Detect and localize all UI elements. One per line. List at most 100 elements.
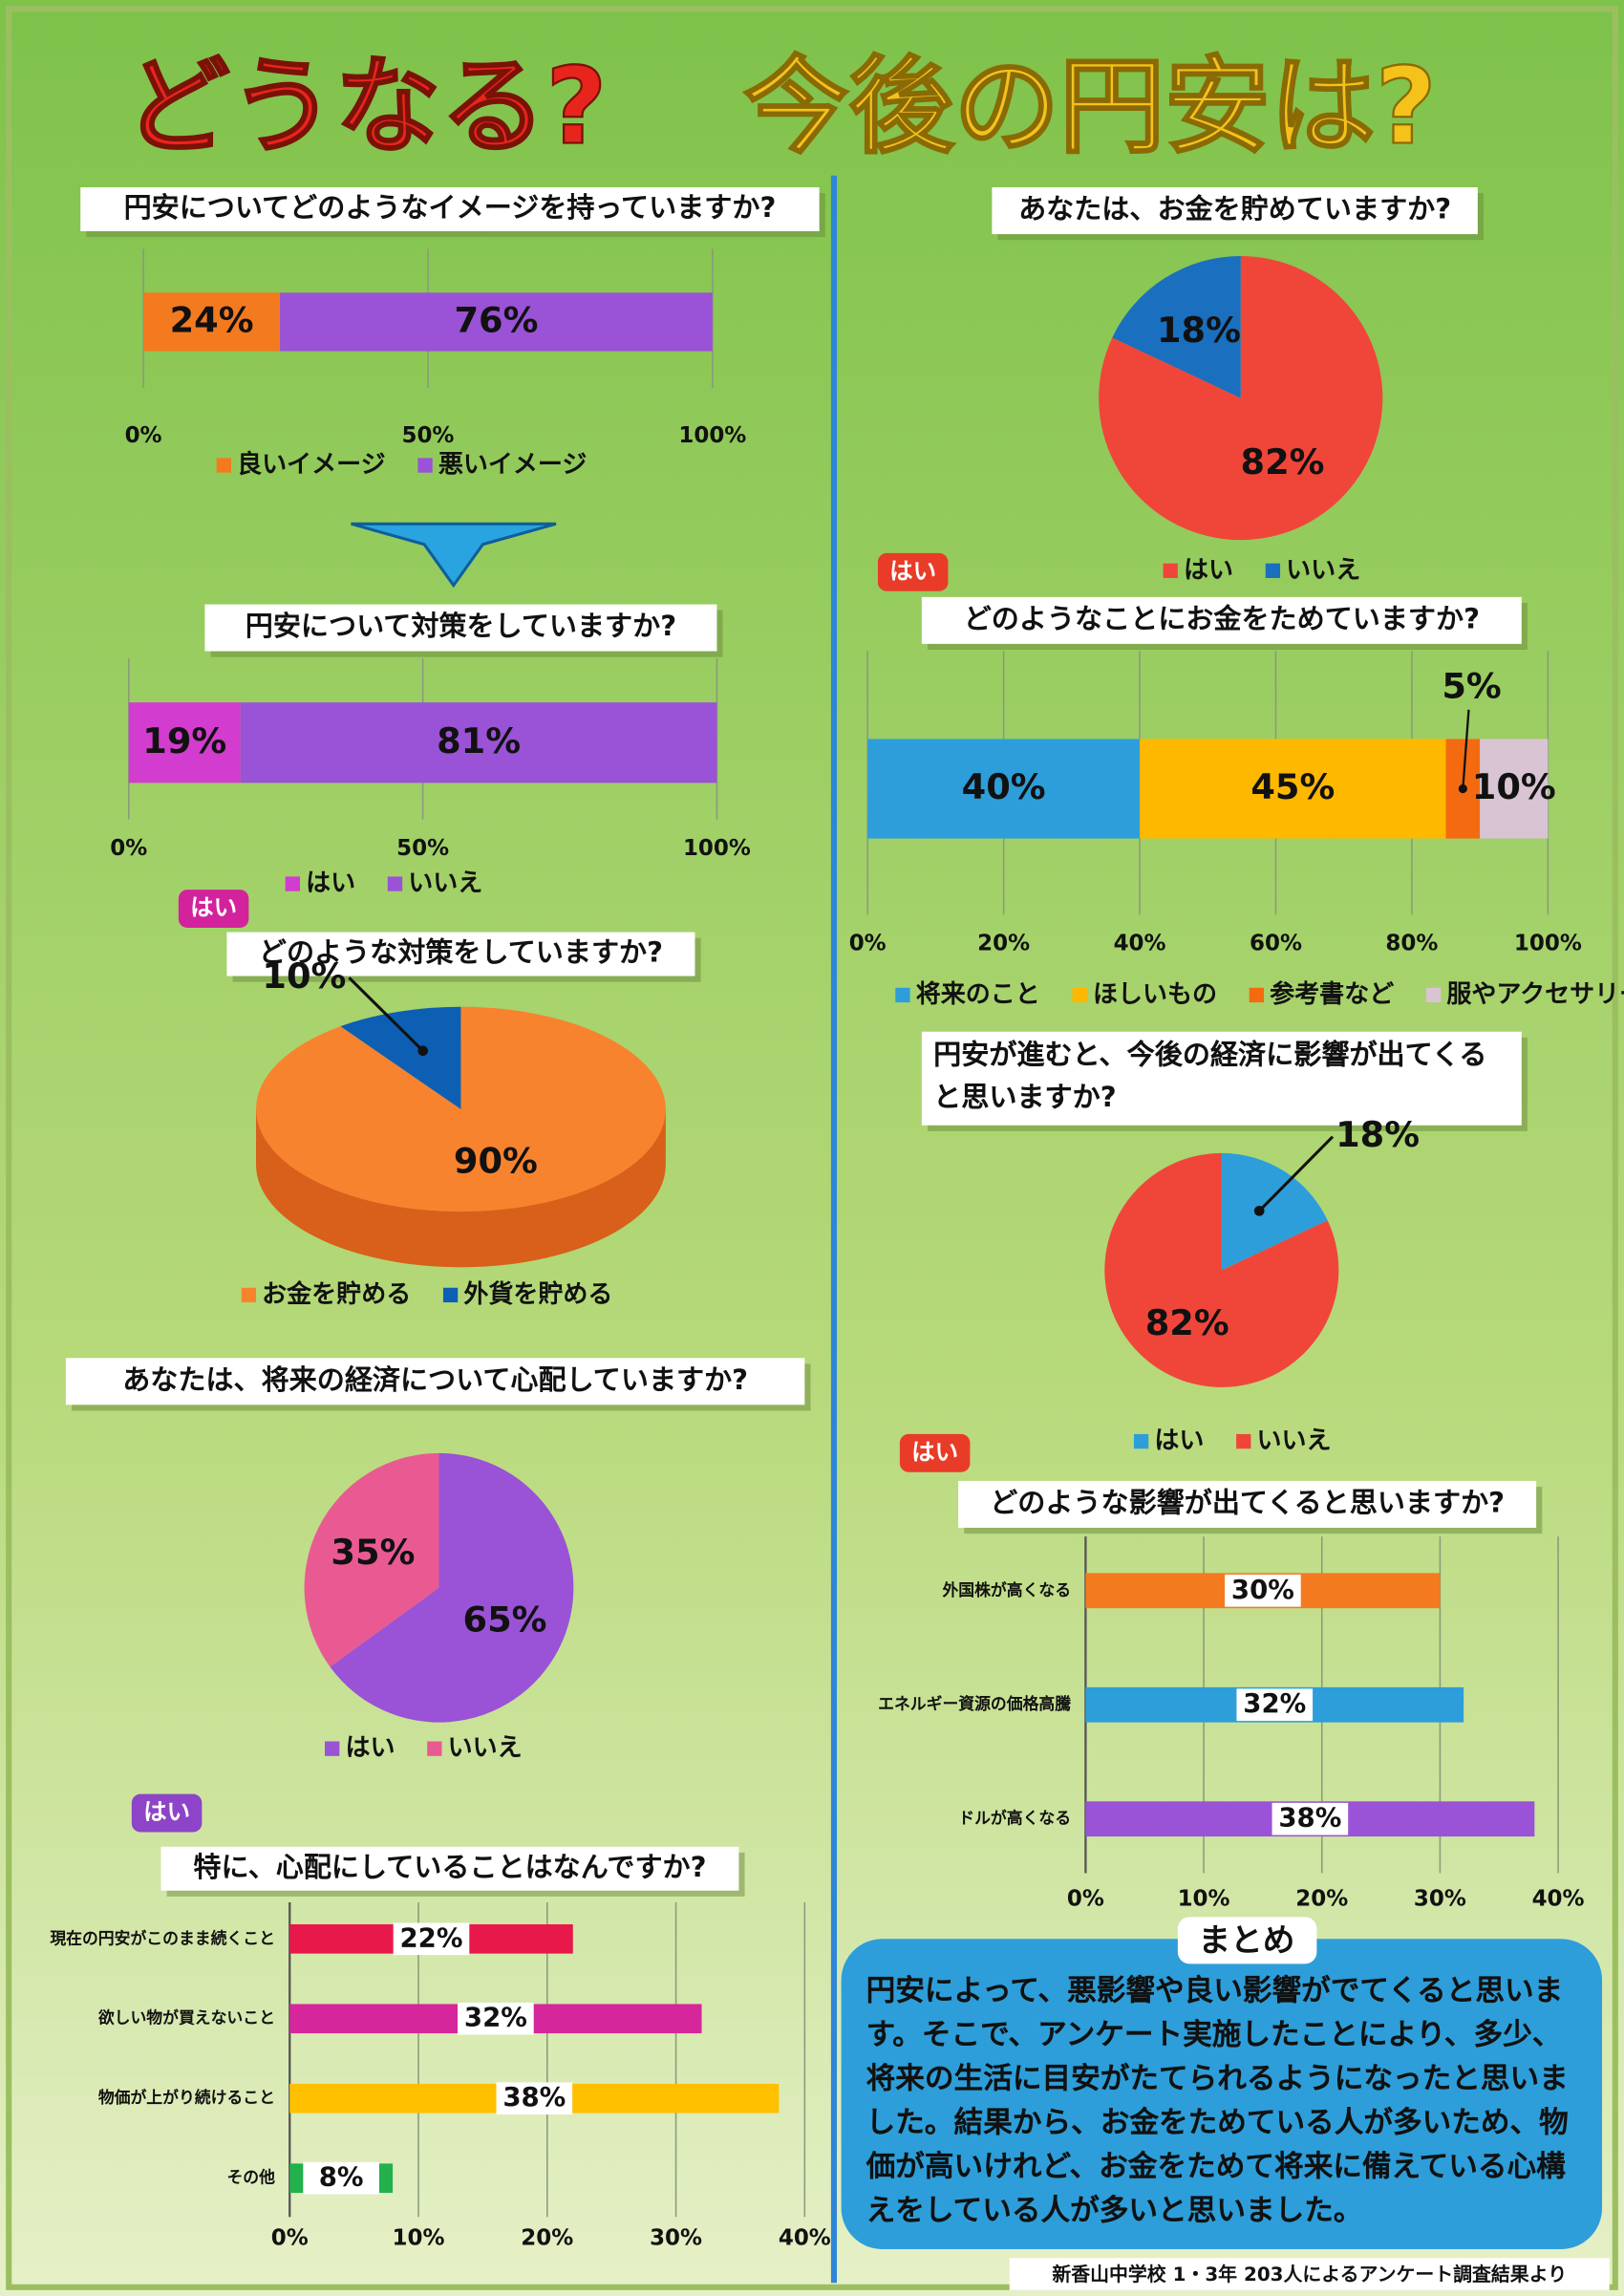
- frame: [6, 6, 1618, 2290]
- data-label-box: [1271, 1802, 1349, 1835]
- data-label: 32%: [464, 2003, 527, 2033]
- data-label-box: [458, 2002, 534, 2035]
- data-label: 82%: [1145, 1302, 1229, 1343]
- legend-swatch: [1249, 987, 1265, 1003]
- data-label: 8%: [319, 2162, 364, 2193]
- y-tick-label: 欲しい物が買えないこと: [97, 2008, 275, 2028]
- legend-swatch: [285, 876, 300, 891]
- legend-label: いいえ: [408, 869, 482, 898]
- question: 円安が進むと、今後の経済に影響が出てくると思いますか?: [933, 1039, 1487, 1114]
- legend-swatch: [895, 987, 910, 1003]
- x-tick-label: 10%: [1178, 1886, 1230, 1911]
- data-label: 38%: [1278, 1803, 1341, 1834]
- pie-slice: [304, 1452, 439, 1667]
- legend-label: いいえ: [1257, 1427, 1332, 1455]
- legend-swatch: [417, 458, 433, 473]
- legend-swatch: [442, 1287, 459, 1303]
- data-label-box: [303, 2161, 379, 2195]
- footer-box: [1009, 2258, 1610, 2290]
- y-tick-label: ドルが高くなる: [958, 1809, 1071, 1828]
- question-box: [80, 187, 820, 231]
- question-box: [65, 1358, 805, 1405]
- badge: [131, 1793, 203, 1833]
- leader-line: [1462, 709, 1470, 789]
- data-label-box: [1236, 1688, 1314, 1722]
- data-label: 76%: [454, 299, 538, 340]
- bar-segment: [867, 739, 1141, 839]
- data-label: 81%: [437, 720, 521, 762]
- question-box: [958, 1480, 1537, 1528]
- data-label: 18%: [1157, 310, 1241, 351]
- x-tick-label: 60%: [1250, 931, 1302, 955]
- summary-heading-box: [1177, 1917, 1317, 1964]
- y-tick-label: 外国株が高くなる: [941, 1580, 1071, 1599]
- leader-line: [1258, 1135, 1335, 1212]
- x-tick-label: 40%: [779, 2226, 831, 2251]
- legend-swatch: [1265, 563, 1281, 578]
- legend-label: 良いイメージ: [237, 450, 386, 480]
- data-label: 38%: [502, 2082, 566, 2113]
- x-tick-label: 30%: [650, 2226, 702, 2251]
- y-tick-label: エネルギー資源の価格高騰: [878, 1694, 1071, 1713]
- question: 円安についてどのようなイメージを持っていますか?: [124, 191, 777, 224]
- badge: [899, 1433, 971, 1472]
- x-tick-label: 0%: [271, 2226, 309, 2251]
- x-tick-label: 20%: [1295, 1886, 1348, 1911]
- legend-swatch: [1425, 987, 1442, 1003]
- question-box: [226, 932, 695, 976]
- y-tick-label: 物価が上がり続けること: [98, 2088, 275, 2107]
- x-tick-label: 40%: [1532, 1886, 1585, 1911]
- pie-slice: [256, 1006, 666, 1212]
- legend-label: 服やアクセサリーなど: [1446, 980, 1624, 1009]
- x-tick-label: 0%: [849, 931, 887, 955]
- question: どのような対策をしていますか?: [259, 936, 663, 969]
- bar-segment: [1480, 739, 1549, 839]
- badge-label: はい: [889, 557, 936, 585]
- legend-swatch: [387, 876, 403, 891]
- data-label: 10%: [262, 955, 346, 997]
- badge-label: はい: [143, 1798, 190, 1826]
- legend-label: ほしいもの: [1093, 980, 1217, 1009]
- data-label-box: [1225, 1574, 1301, 1607]
- bar-segment: [128, 702, 241, 783]
- question-box: [204, 604, 717, 652]
- x-tick-label: 0%: [1067, 1886, 1104, 1911]
- bar-segment: [280, 292, 713, 352]
- question: あなたは、将来の経済について心配していますか?: [122, 1363, 748, 1396]
- question: どのようなことにお金をためていますか?: [964, 602, 1480, 634]
- pie-slice: [340, 1006, 461, 1109]
- x-tick-label: 100%: [678, 423, 746, 448]
- x-tick-label: 30%: [1414, 1886, 1466, 1911]
- x-tick-label: 100%: [1514, 931, 1582, 955]
- bar-segment: [240, 702, 717, 783]
- data-label-box: [496, 2082, 573, 2115]
- legend-label: いいえ: [448, 1734, 523, 1763]
- y-tick-label: その他: [226, 2168, 275, 2187]
- question: どのような影響が出てくると思いますか?: [990, 1486, 1505, 1518]
- legend-label: はい: [1184, 556, 1233, 585]
- badge-label: はい: [911, 1438, 958, 1466]
- data-label: 82%: [1241, 441, 1325, 483]
- pie-slice: [1221, 1152, 1328, 1271]
- x-tick-label: 0%: [125, 423, 162, 448]
- x-tick-label: 10%: [393, 2226, 445, 2251]
- summary-heading: まとめ: [1198, 1921, 1294, 1959]
- x-tick-label: 50%: [401, 423, 454, 448]
- x-tick-label: 0%: [110, 836, 147, 861]
- bar-segment: [1140, 739, 1446, 839]
- legend-swatch: [1163, 563, 1178, 578]
- pie-slice: [1099, 256, 1383, 541]
- legend-label: 将来のこと: [916, 980, 1040, 1009]
- question-box: [992, 187, 1478, 235]
- legend-swatch: [427, 1741, 442, 1756]
- arrow: [351, 522, 557, 589]
- question-box: [160, 1846, 739, 1891]
- legend-swatch: [216, 458, 231, 473]
- data-label: 32%: [1243, 1688, 1306, 1719]
- question: 特に、心配にしていることはなんですか?: [193, 1851, 706, 1883]
- legend-label: お金を貯める: [262, 1279, 411, 1309]
- footer: 新香山中学校 1・3年 203人によるアンケート調査結果より: [1052, 2263, 1567, 2285]
- legend-swatch: [1072, 987, 1087, 1003]
- badge: [877, 552, 949, 591]
- data-label: 10%: [1472, 766, 1556, 807]
